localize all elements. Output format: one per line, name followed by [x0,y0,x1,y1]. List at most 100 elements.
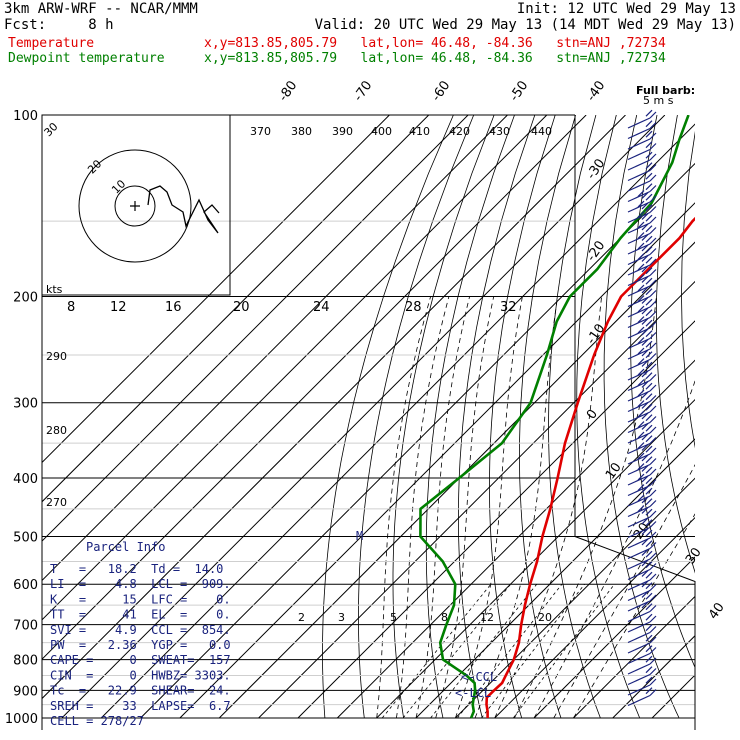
wind-barb [627,172,657,192]
wind-barb [627,548,657,570]
moist-adiabat-line [474,296,558,719]
isotherm-line [651,674,695,719]
theta-label-440: 440 [531,125,552,138]
model-title: 3km ARW-WRF -- NCAR/MMM [4,1,198,17]
dry-adiabat-line [576,115,641,719]
wind-barb [627,421,657,444]
wind-barb [627,590,657,612]
pressure-tick-label: 900 [13,684,38,699]
isotherm-line [100,123,695,719]
wind-barb [627,410,657,434]
hodograph-speed-tick-20: 20 [233,300,250,315]
wind-barb [627,463,657,486]
hodograph-ring [78,149,192,263]
pressure-tick-label: 800 [13,654,38,669]
isotherm-label: -40 [584,78,608,104]
mixing-ratio-label-2: 2 [298,611,305,624]
barb-legend-unit: 5 m s [643,94,674,107]
wind-barb [627,601,657,623]
lfc-marker: M [356,529,363,543]
isotherm-line [494,516,695,719]
temperature-location: x,y=813.85,805.79 lat,lon= 46.48, -84.36… [204,36,666,51]
isotherm-line [42,115,626,700]
wind-barb [627,347,657,371]
moist-adiabat-line [455,296,523,719]
hodograph-speed-tick-24: 24 [313,300,330,315]
dry-adiabat-line [730,115,740,718]
isotherm-line [42,115,548,621]
wind-barb [627,580,657,602]
temperature-trace [485,216,695,718]
wind-barb [627,687,657,707]
wind-barb [627,263,657,287]
wind-barb [627,242,657,266]
mixing-ratio-label-8: 8 [441,611,448,624]
hodograph-speed-tick-28: 28 [405,300,422,315]
wind-barb [627,431,657,455]
parcel-info-row: PW = 2.36 YGP = 0.0 [50,638,231,652]
theta-label-380: 380 [291,125,312,138]
isotherm-label: -50 [507,78,531,104]
wind-barb [627,305,657,329]
pressure-tick-label: 100 [13,109,38,124]
wind-barb [627,634,657,654]
wind-barb [627,517,657,539]
pressure-tick-label: 200 [13,291,38,306]
mixing-ratio-label-12: 12 [480,611,494,624]
wind-barb [627,141,657,161]
dry-adiabat-line [655,115,695,574]
wind-barb [627,284,657,308]
wind-barb [627,569,657,591]
init-time: Init: 12 UTC Wed 29 May 13 [516,1,736,17]
barb-legend-title: Full barb: [636,84,695,97]
hodograph-speed-tick-16: 16 [165,300,182,315]
wind-barb [627,494,657,518]
isotherm-line [61,115,666,719]
wind-barb [627,232,657,255]
forecast-hour: Fcst: 8 h [4,17,114,33]
parcel-info-row: K = 15 LFC = 0. [50,592,231,606]
isotherm-line [42,115,587,660]
pressure-tick-label: 400 [13,472,38,487]
pressure-tick-label: 500 [13,530,38,545]
wind-barb [627,109,657,129]
theta-label-370: 370 [250,125,271,138]
isotherm-label: 40 [706,600,728,622]
wind-barb [627,211,657,234]
dewpoint-temperature-trace [419,115,690,719]
pressure-tick-label: 600 [13,578,38,593]
theta-label-420: 420 [449,125,470,138]
mixing-ratio-label-3: 3 [338,611,345,624]
hodograph-speed-tick-8: 8 [67,300,75,315]
isotherm-label: -80 [276,78,300,104]
parcel-info-row: Tc = 22.9 SHEAR= 24. [50,684,231,698]
parcel-info-row: TT = 41 EL = 0. [50,608,231,622]
theta-label-430: 430 [489,125,510,138]
wind-barb [627,379,657,402]
parcel-info-row: LI = 4.8 LCL = 909. [50,577,231,591]
moist-adiabat-line [395,296,450,719]
wind-barb [627,200,657,224]
parcel-info-row: CIN = 0 HWBZ= 3303. [50,668,231,682]
valid-time: Valid: 20 UTC Wed 29 May 13 (14 MDT Wed … [314,17,736,33]
wind-barb [627,389,657,413]
wind-barb [627,666,657,686]
parcel-info-row: CAPE = 0 SWEAT= 157 [50,653,231,667]
isotherm-label: -70 [351,78,375,104]
dry-adiabat-line [706,115,740,718]
isotherm-line [454,477,695,719]
wind-barb [627,274,657,297]
isotherm-line [612,635,695,719]
wind-barb [627,538,657,560]
wind-barb [627,120,657,140]
wind-barb [627,624,657,644]
wind-barb [627,151,657,171]
wind-barb [627,559,657,581]
dry-adiabat-line [458,115,536,719]
wind-barb [627,190,657,213]
mixing-ratio-label-20: 20 [538,611,552,624]
dry-adiabat-line [392,115,495,719]
temperature-legend-label: Temperature [8,36,95,51]
wind-barb [627,368,657,392]
isotherm-line [179,202,695,719]
